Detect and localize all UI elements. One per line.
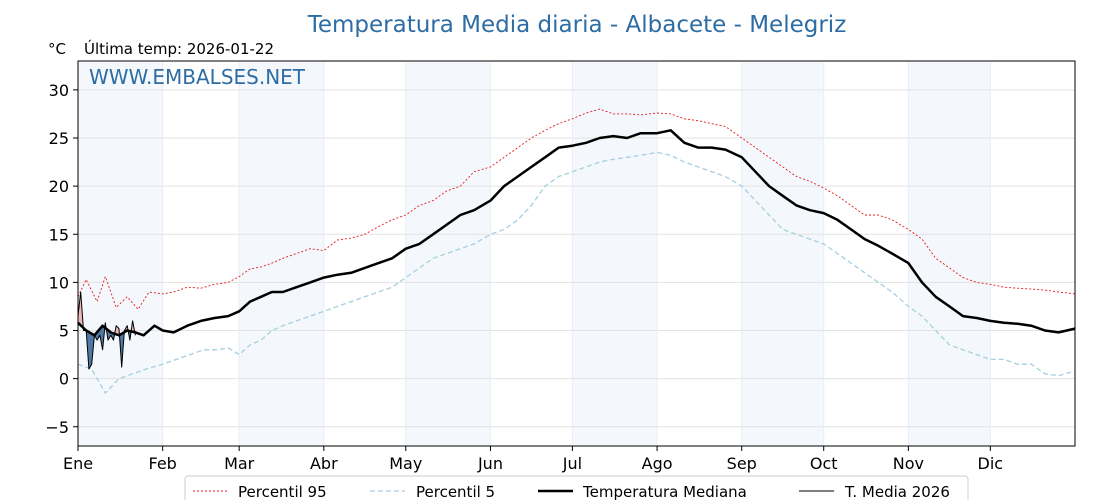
month-bands (78, 61, 991, 446)
legend-label-current: T. Media 2026 (844, 483, 950, 500)
x-tick-label-feb: Feb (149, 454, 177, 473)
y-tick-label-5: 5 (59, 322, 69, 341)
x-tick-label-nov: Nov (893, 454, 924, 473)
unit-label: °C (48, 40, 66, 58)
x-tick-label-may: May (389, 454, 422, 473)
x-tick-label-sep: Sep (727, 454, 757, 473)
x-tick-label-jun: Jun (477, 454, 503, 473)
last-temp-label: Última temp: 2026-01-22 (84, 39, 274, 58)
legend-label-p95: Percentil 95 (238, 483, 327, 500)
y-tick-label-6: 0 (59, 370, 69, 389)
fill-above-median-0 (78, 292, 84, 331)
y-tick-label-2: 20 (49, 177, 69, 196)
series-line-median (77, 129, 1076, 337)
legend-label-p5: Percentil 5 (416, 483, 495, 500)
month-band-mar (239, 61, 324, 446)
legend-box (184, 475, 969, 500)
x-tick-label-abr: Abr (310, 454, 338, 473)
series-line-current (77, 291, 136, 370)
y-tick-label-7: −5 (45, 418, 69, 437)
series-line-p5 (77, 151, 1076, 394)
legend-label-median: Temperatura Mediana (582, 483, 747, 500)
month-band-jul (572, 61, 658, 446)
legend: Percentil 95 Percentil 5 Temperatura Med… (184, 475, 969, 500)
y-tick-label-1: 25 (49, 129, 69, 148)
y-tick-label-3: 15 (49, 225, 69, 244)
fill-below-median-5 (119, 330, 125, 368)
x-axis-ticks: Ene Feb Mar Abr May Jun Jul Ago Sep Oct Nov Dic (63, 446, 1003, 473)
x-tick-label-ene: Ene (63, 454, 93, 473)
chart-title: Temperatura Media diaria - Albacete - Me… (307, 12, 847, 38)
y-axis-ticks: 30 25 20 15 10 5 0 −5 (45, 81, 78, 437)
x-tick-label-ago: Ago (642, 454, 673, 473)
y-tick-label-0: 30 (49, 81, 69, 100)
month-band-may (405, 61, 491, 446)
x-tick-label-dic: Dic (978, 454, 1004, 473)
plot-frame (77, 60, 1076, 447)
grid-lines (77, 61, 1075, 446)
month-band-sep (741, 61, 824, 446)
x-tick-label-oct: Oct (810, 454, 838, 473)
fill-below-median-1 (83, 325, 106, 369)
month-band-nov (908, 61, 991, 446)
watermark: WWW.EMBALSES.NET (89, 65, 306, 89)
month-band-ene (78, 61, 163, 446)
y-tick-label-4: 10 (49, 273, 69, 292)
x-tick-label-mar: Mar (224, 454, 255, 473)
x-tick-label-jul: Jul (562, 454, 582, 473)
series-line-p95 (77, 108, 1076, 310)
series-lines (77, 108, 1076, 394)
